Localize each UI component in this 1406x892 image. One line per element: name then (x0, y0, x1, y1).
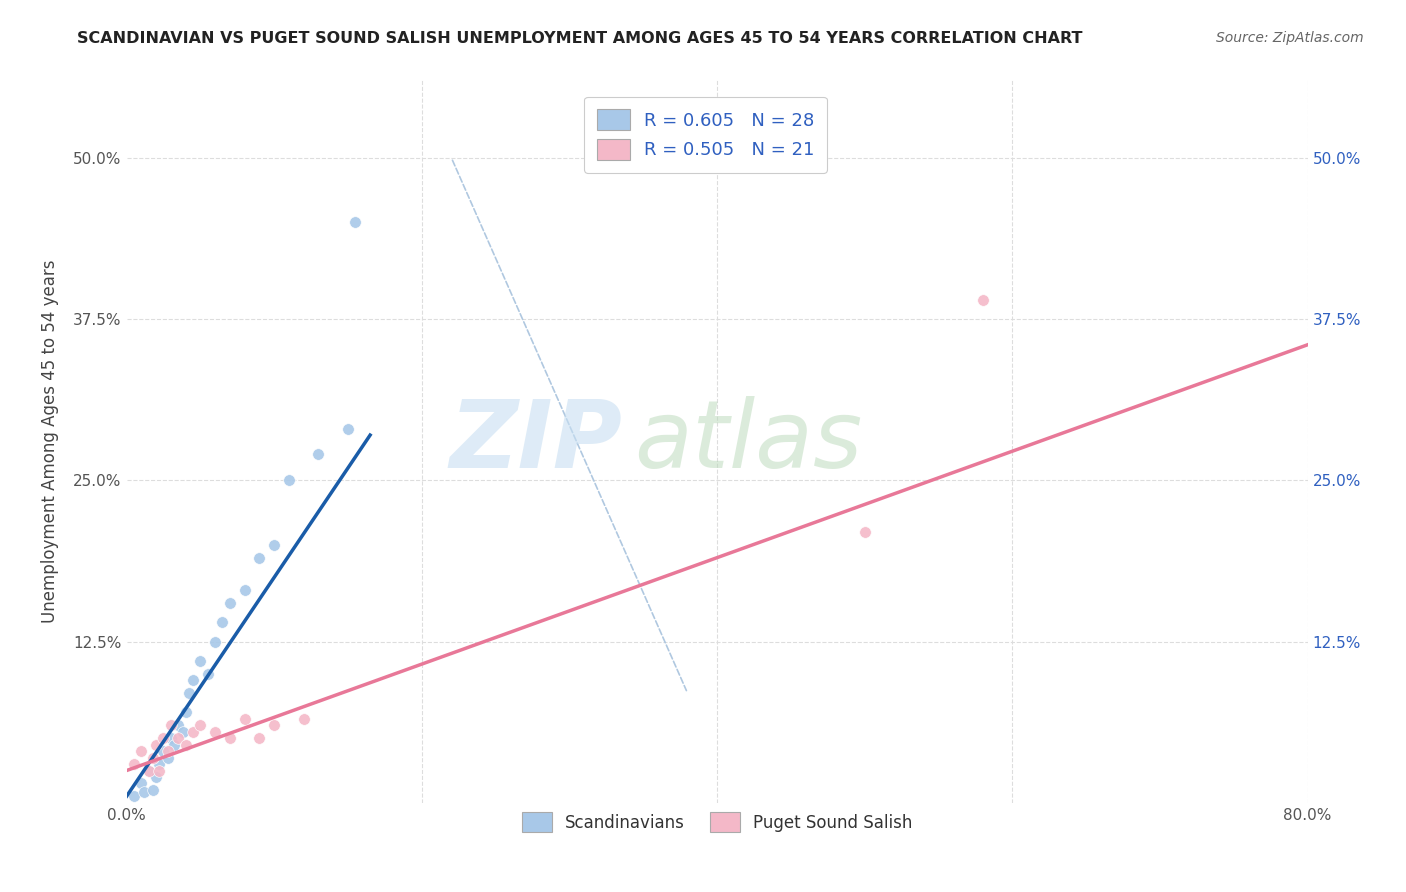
Point (148, 764, 170, 778)
Point (278, 473, 301, 487)
Point (219, 731, 242, 746)
Y-axis label: Unemployment Among Ages 45 to 54 years: Unemployment Among Ages 45 to 54 years (41, 260, 59, 624)
Point (174, 738, 197, 752)
Point (129, 776, 153, 790)
Point (308, 447, 330, 461)
Point (152, 744, 174, 758)
Point (233, 582, 256, 597)
Point (344, 215, 367, 229)
Point (188, 654, 212, 668)
Point (181, 724, 204, 739)
Point (219, 596, 242, 610)
Point (138, 764, 160, 778)
Point (145, 770, 167, 784)
Point (142, 750, 165, 764)
Point (160, 718, 183, 732)
Point (249, 550, 271, 565)
Point (129, 744, 153, 758)
Point (853, 524, 876, 539)
Text: atlas: atlas (634, 396, 863, 487)
Point (145, 738, 167, 752)
Point (211, 615, 233, 630)
Point (142, 783, 165, 797)
Point (233, 712, 256, 726)
Point (156, 750, 179, 764)
Point (263, 718, 285, 732)
Point (167, 731, 190, 746)
Point (249, 731, 271, 746)
Legend: Scandinavians, Puget Sound Salish: Scandinavians, Puget Sound Salish (508, 799, 927, 845)
Text: SCANDINAVIAN VS PUGET SOUND SALISH UNEMPLOYMENT AMONG AGES 45 TO 54 YEARS CORREL: SCANDINAVIAN VS PUGET SOUND SALISH UNEMP… (77, 31, 1083, 46)
Point (163, 738, 186, 752)
Point (160, 731, 183, 746)
Point (122, 757, 145, 772)
Point (972, 293, 994, 307)
Point (204, 634, 226, 648)
Point (204, 724, 226, 739)
Point (172, 724, 194, 739)
Point (337, 422, 360, 436)
Point (181, 673, 204, 688)
Point (292, 712, 315, 726)
Point (138, 764, 160, 778)
Point (122, 789, 145, 804)
Point (152, 731, 174, 746)
Point (156, 744, 179, 758)
Point (197, 666, 219, 681)
Point (177, 686, 200, 700)
Point (188, 718, 212, 732)
Point (174, 706, 197, 720)
Point (148, 757, 170, 772)
Point (263, 538, 285, 552)
Text: Source: ZipAtlas.com: Source: ZipAtlas.com (1216, 31, 1364, 45)
Text: ZIP: ZIP (450, 395, 623, 488)
Point (167, 718, 190, 732)
Point (134, 785, 156, 799)
